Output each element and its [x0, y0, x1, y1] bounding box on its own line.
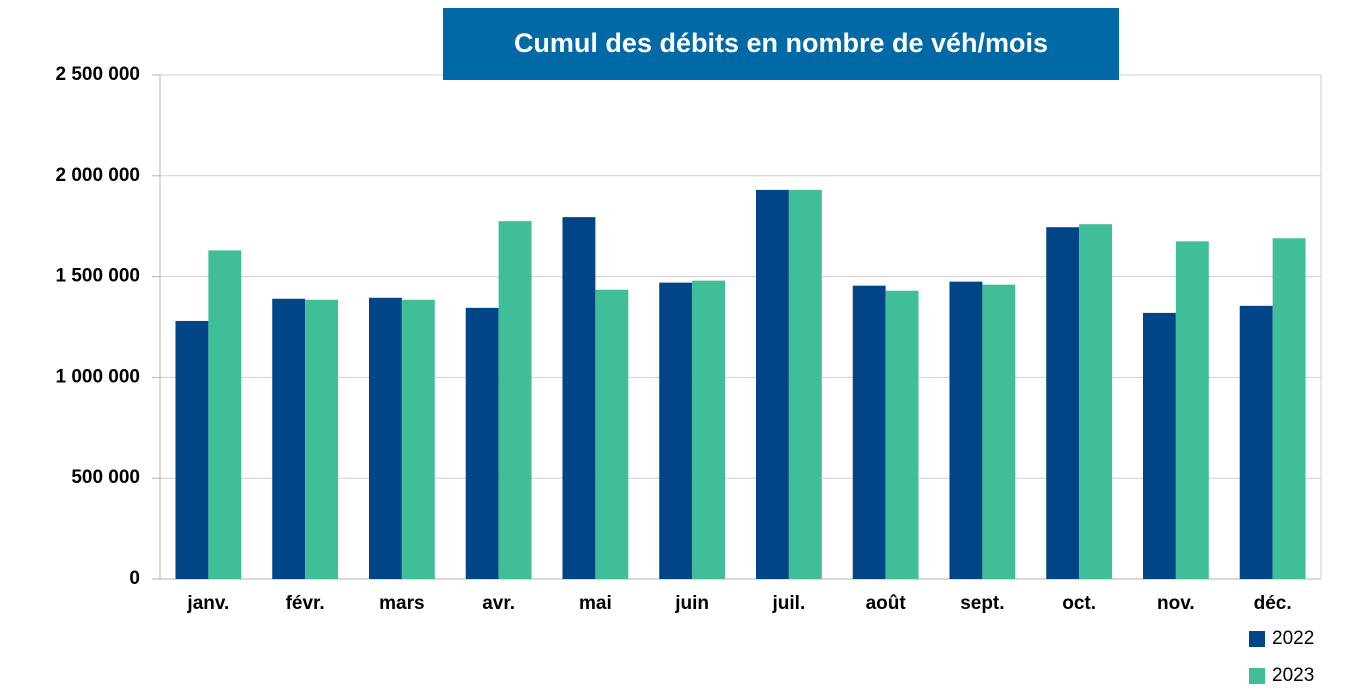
x-tick-label: août: [866, 593, 907, 614]
y-tick-label: 1 000 000: [55, 366, 140, 387]
legend-swatch: [1249, 668, 1265, 684]
y-tick-label: 2 500 000: [55, 64, 140, 85]
y-tick-label: 2 000 000: [55, 165, 140, 186]
bar: [885, 290, 919, 579]
bar: [659, 282, 693, 579]
bar: [1079, 224, 1113, 579]
x-tick-label: oct.: [1062, 593, 1096, 614]
legend-label: 2023: [1272, 665, 1314, 686]
bar: [755, 189, 789, 580]
bar: [465, 307, 499, 579]
bar: [852, 285, 886, 579]
bar: [562, 217, 596, 580]
x-tick-label: nov.: [1157, 593, 1195, 614]
bar: [1272, 238, 1306, 579]
bar: [401, 299, 435, 579]
bar: [368, 297, 402, 579]
x-tick-label: janv.: [186, 593, 229, 614]
bar: [498, 221, 532, 579]
bar: [595, 289, 629, 579]
bar: [305, 299, 339, 579]
bar: [949, 281, 983, 579]
x-tick-label: avr.: [482, 593, 515, 614]
x-tick-label: févr.: [286, 593, 325, 614]
y-tick-label: 0: [129, 568, 140, 589]
bar: [788, 189, 822, 580]
chart-title: Cumul des débits en nombre de véh/mois: [514, 28, 1048, 58]
x-tick-label: mai: [579, 593, 612, 614]
legend-label: 2022: [1272, 628, 1314, 649]
legend-swatch: [1249, 631, 1265, 647]
y-tick-label: 500 000: [71, 467, 140, 488]
bar: [1046, 227, 1080, 579]
bar: [1175, 241, 1209, 579]
y-tick-label: 1 500 000: [55, 266, 140, 287]
bar: [1239, 305, 1273, 579]
bar: [982, 284, 1016, 579]
bar: [208, 250, 242, 579]
x-tick-label: juin: [674, 593, 709, 614]
bar: [1142, 312, 1176, 579]
x-tick-label: mars: [379, 593, 424, 614]
title-box: [443, 8, 1119, 80]
x-tick-label: juil.: [772, 593, 806, 614]
bar: [692, 280, 726, 579]
bar: [272, 298, 306, 579]
x-tick-label: sept.: [960, 593, 1004, 614]
bar: [175, 320, 209, 579]
x-tick-label: déc.: [1254, 593, 1292, 614]
